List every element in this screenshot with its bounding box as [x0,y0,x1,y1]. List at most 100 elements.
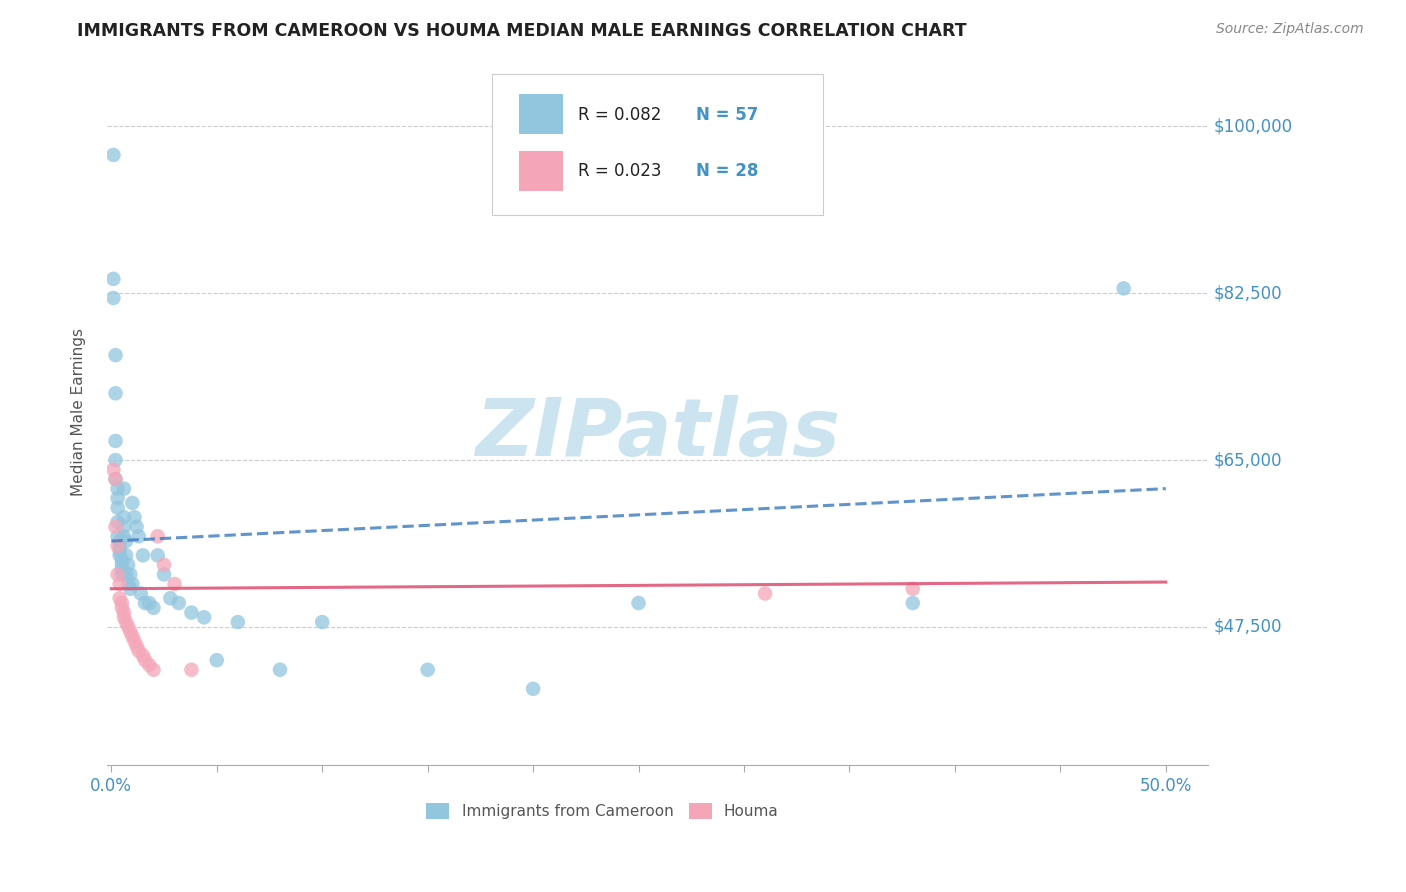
Point [205,653,228,667]
Point [112,482,135,496]
Y-axis label: Median Male Earnings: Median Male Earnings [72,328,86,496]
Point [107,500,129,515]
Point [132,648,155,663]
Point [153,558,176,572]
Text: R = 0.082: R = 0.082 [578,105,662,124]
Point [901,596,924,610]
Point [146,529,169,543]
Point [117,620,139,634]
Text: $47,500: $47,500 [1213,618,1282,636]
Point [115,615,138,629]
Text: $82,500: $82,500 [1213,285,1282,302]
Point [107,529,129,543]
Point [103,148,125,162]
Point [1112,281,1135,295]
Point [121,629,143,643]
Point [226,615,249,629]
Text: $100,000: $100,000 [1213,118,1292,136]
Point [125,520,148,534]
Point [108,543,131,558]
Point [107,567,129,582]
Point [104,348,127,362]
Point [104,472,127,486]
Point [129,586,152,600]
Point [108,534,131,549]
Point [111,563,134,577]
Point [103,462,125,476]
Point [124,634,146,648]
Point [115,549,138,563]
Point [107,491,129,505]
Point [180,663,202,677]
Point [104,520,127,534]
Point [901,582,924,596]
Text: IMMIGRANTS FROM CAMEROON VS HOUMA MEDIAN MALE EARNINGS CORRELATION CHART: IMMIGRANTS FROM CAMEROON VS HOUMA MEDIAN… [77,22,967,40]
Legend: Immigrants from Cameroon, Houma: Immigrants from Cameroon, Houma [420,797,785,825]
Point [112,529,135,543]
Point [104,386,127,401]
Point [134,596,156,610]
Point [117,558,139,572]
Point [111,558,134,572]
Point [107,539,129,553]
Text: N = 28: N = 28 [696,162,758,180]
Point [124,510,146,524]
Point [111,553,134,567]
Point [112,610,135,624]
Point [138,658,160,673]
Point [522,681,544,696]
Point [153,567,176,582]
Point [112,606,135,620]
Point [103,272,125,286]
FancyBboxPatch shape [519,151,562,191]
Point [108,539,131,553]
Point [142,600,165,615]
Point [121,577,143,591]
Point [108,549,131,563]
Point [167,596,190,610]
Point [107,482,129,496]
Point [128,529,150,543]
Point [117,577,139,591]
Point [163,577,186,591]
Point [120,624,142,639]
Point [104,472,127,486]
Point [121,496,143,510]
Text: $65,000: $65,000 [1213,451,1282,469]
Point [108,591,131,606]
Text: N = 57: N = 57 [696,105,758,124]
FancyBboxPatch shape [519,95,562,135]
Point [120,567,142,582]
Point [111,596,134,610]
Point [103,291,125,305]
Point [115,567,138,582]
Point [120,582,142,596]
Point [146,549,169,563]
Point [754,586,776,600]
Point [138,596,160,610]
Point [159,591,181,606]
Text: R = 0.023: R = 0.023 [578,162,662,180]
Text: ZIPatlas: ZIPatlas [475,394,839,473]
Point [128,643,150,657]
Point [193,610,215,624]
Point [627,596,650,610]
Point [134,653,156,667]
Point [104,434,127,448]
Point [416,663,439,677]
Point [104,453,127,467]
Point [111,567,134,582]
FancyBboxPatch shape [492,74,823,215]
Text: Source: ZipAtlas.com: Source: ZipAtlas.com [1216,22,1364,37]
Point [311,615,333,629]
Point [132,549,155,563]
Point [180,606,202,620]
Point [269,663,291,677]
Point [142,663,165,677]
Point [112,510,135,524]
Point [111,600,134,615]
Point [107,515,129,529]
Point [112,520,135,534]
Point [115,534,138,549]
Point [108,577,131,591]
